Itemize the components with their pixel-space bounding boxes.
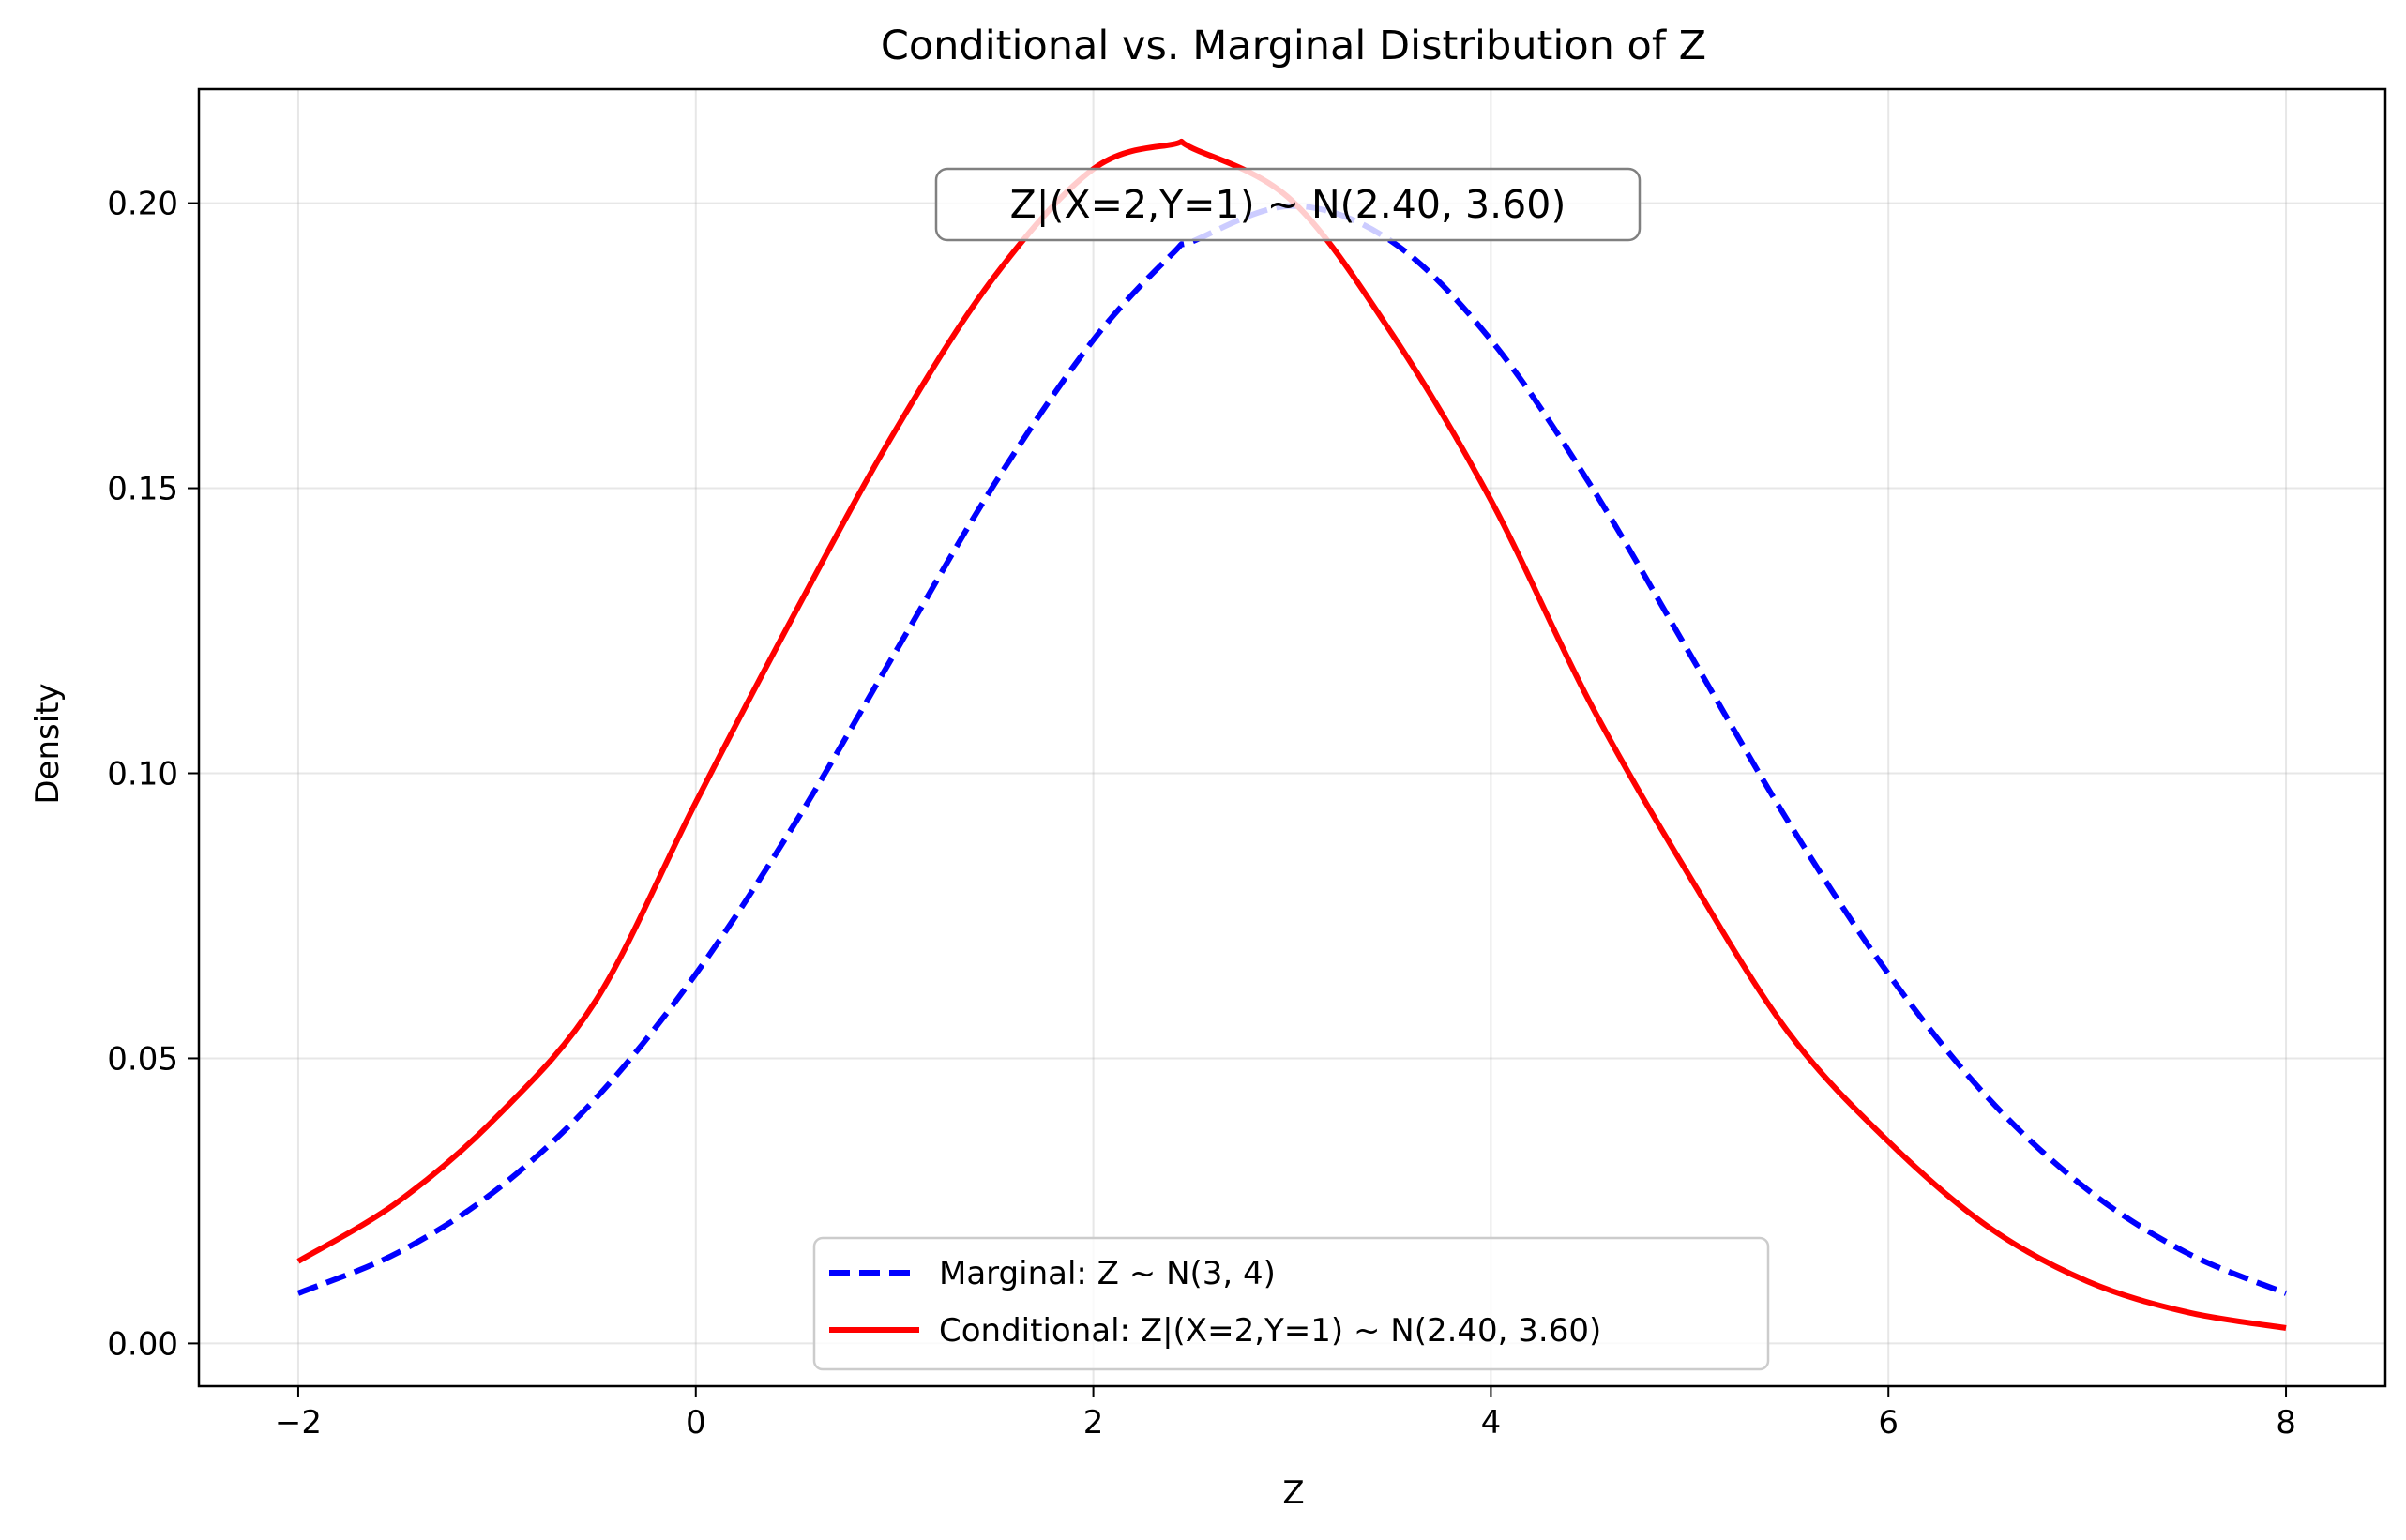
x-tick-label: 2	[1083, 1404, 1104, 1442]
y-axis-label: Density	[29, 683, 67, 804]
axes-frame	[197, 87, 2387, 1388]
y-tick-label: 0.10	[107, 755, 178, 793]
legend-frame	[812, 1236, 1770, 1371]
annotation-box-frame	[934, 167, 1642, 242]
axes-frame-layer	[197, 87, 2387, 1388]
y-tick-label: 0.20	[107, 186, 178, 223]
annotation-box: Z|(X=2,Y=1) ~ N(2.40, 3.60)	[934, 167, 1642, 242]
legend: Marginal: Z ~ N(3, 4) Conditional: Z|(X=…	[812, 1236, 1770, 1371]
legend-label-conditional: Conditional: Z|(X=2,Y=1) ~ N(2.40, 3.60)	[939, 1312, 1601, 1350]
x-tick-label: 6	[1878, 1404, 1899, 1442]
x-tick-label: −2	[275, 1404, 322, 1442]
y-tick-label: 0.15	[107, 471, 178, 508]
chart-title: Conditional vs. Marginal Distribution of…	[881, 23, 1706, 69]
legend-label-marginal: Marginal: Z ~ N(3, 4)	[939, 1255, 1276, 1292]
y-tick-label: 0.05	[107, 1040, 178, 1078]
y-tick-label: 0.00	[107, 1325, 178, 1363]
x-axis-label: Z	[1282, 1474, 1304, 1512]
annotation-text: Z|(X=2,Y=1) ~ N(2.40, 3.60)	[1010, 182, 1566, 227]
x-tick-label: 8	[2276, 1404, 2296, 1442]
x-tick-label: 4	[1481, 1404, 1502, 1442]
x-tick-label: 0	[686, 1404, 706, 1442]
ticks-layer: −2 0 2 4 6 8 0.00 0.05 0.10 0.15 0.20	[107, 186, 2296, 1442]
